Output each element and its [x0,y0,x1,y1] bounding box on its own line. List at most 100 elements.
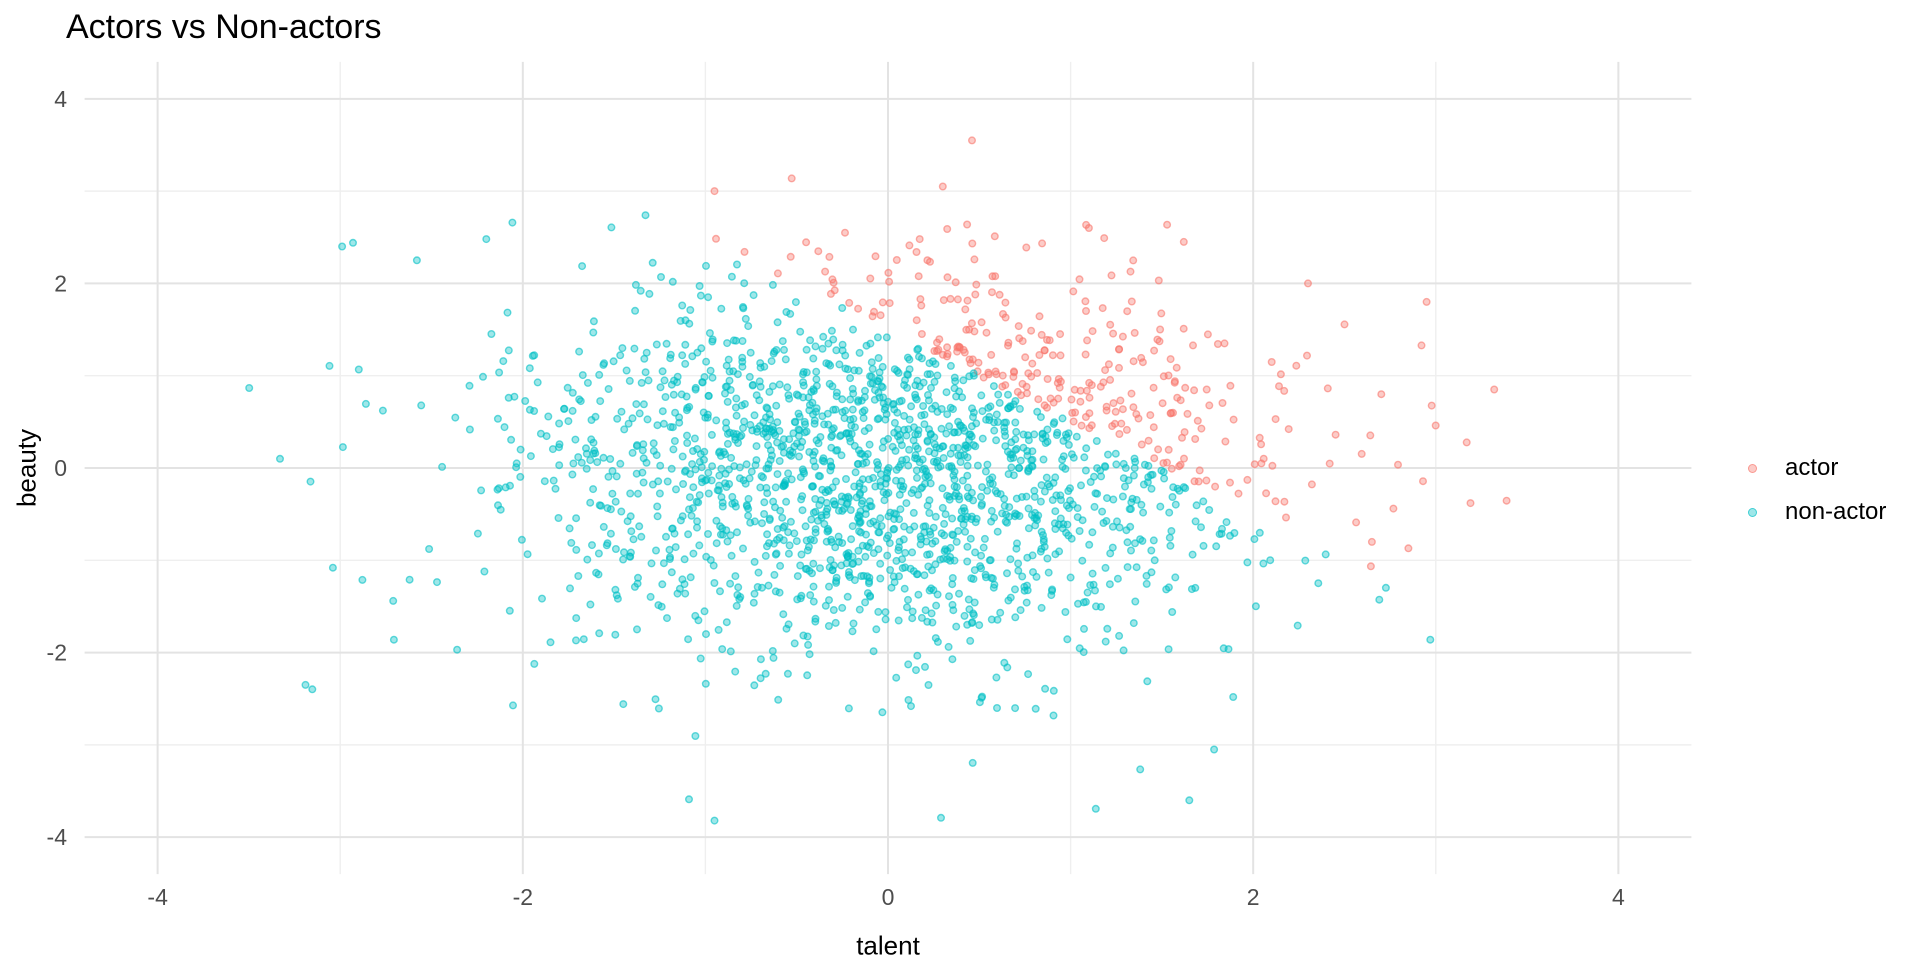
point-non-actor [969,441,978,450]
point-non-actor [627,527,636,536]
point-non-actor [763,489,772,498]
point-non-actor [914,590,923,599]
point-actor [1404,544,1413,553]
point-non-actor [632,469,641,478]
point-non-actor [869,647,878,656]
point-non-actor [608,489,617,498]
point-non-actor [1056,496,1065,505]
point-non-actor [799,381,808,390]
point-actor [988,272,997,281]
point-actor [935,335,944,344]
point-actor [923,256,932,265]
point-non-actor [900,411,909,420]
point-non-actor [620,425,629,434]
point-non-actor [915,458,924,467]
point-non-actor [668,423,677,432]
point-actor [1085,393,1094,402]
point-non-actor [1047,591,1056,600]
point-non-actor [772,401,781,410]
point-non-actor [838,340,847,349]
point-actor [1267,358,1276,367]
point-non-actor [820,520,829,529]
point-non-actor [843,365,852,374]
point-actor [1179,237,1188,246]
point-non-actor [564,417,573,426]
point-non-actor [775,588,784,597]
point-actor [892,256,901,265]
point-non-actor [859,414,868,423]
point-non-actor [775,380,784,389]
point-non-actor [806,336,815,345]
point-non-actor [812,367,821,376]
point-non-actor [965,436,974,445]
point-non-actor [742,460,751,469]
point-non-actor [660,376,669,385]
point-non-actor [1136,535,1145,544]
point-actor [1325,459,1334,468]
point-actor [1502,496,1511,505]
point-actor [1271,415,1280,424]
point-non-actor [647,559,656,568]
point-non-actor [702,261,711,270]
point-non-actor [607,223,616,232]
point-non-actor [739,424,748,433]
point-actor [955,343,964,352]
point-non-actor [1426,635,1435,644]
point-non-actor [884,434,893,443]
point-non-actor [721,469,730,478]
point-non-actor [857,499,866,508]
point-non-actor [969,575,978,584]
point-non-actor [1224,645,1233,654]
point-non-actor [991,487,1000,496]
point-non-actor [723,397,732,406]
point-non-actor [1251,602,1260,611]
point-non-actor [1037,481,1046,490]
point-non-actor [782,308,791,317]
point-non-actor [938,503,947,512]
point-actor [871,252,880,261]
point-non-actor [917,613,926,622]
point-non-actor [588,541,597,550]
point-non-actor [1011,418,1020,427]
point-non-actor [1142,571,1151,580]
point-actor [1043,375,1052,384]
point-non-actor [975,621,984,630]
point-non-actor [1002,510,1011,519]
point-non-actor [606,529,615,538]
point-non-actor [760,362,769,371]
point-non-actor [1011,585,1020,594]
point-non-actor [1156,502,1165,511]
point-non-actor [938,484,947,493]
point-non-actor [988,480,997,489]
point-actor [1154,276,1163,285]
point-non-actor [718,502,727,511]
point-non-actor [1146,471,1155,480]
point-non-actor [717,304,726,313]
point-non-actor [842,429,851,438]
point-non-actor [572,636,581,645]
point-non-actor [923,550,932,559]
point-non-actor [959,376,968,385]
point-actor [995,290,1004,299]
point-non-actor [802,345,811,354]
point-non-actor [1126,522,1135,531]
point-non-actor [1259,559,1268,568]
point-actor [1257,440,1266,449]
x-tick-label: 0 [882,884,895,910]
point-non-actor [1192,501,1201,510]
point-actor [1123,307,1132,316]
point-non-actor [1149,536,1158,545]
point-non-actor [688,352,697,361]
point-non-actor [611,497,620,506]
point-non-actor [1022,492,1031,501]
point-non-actor [1210,745,1219,754]
point-non-actor [1067,534,1076,543]
point-non-actor [952,622,961,631]
point-non-actor [746,348,755,357]
point-actor [1257,459,1266,468]
point-actor [912,247,921,256]
point-non-actor [924,681,933,690]
point-non-actor [1023,447,1032,456]
point-non-actor [1167,527,1176,536]
point-non-actor [898,564,907,573]
